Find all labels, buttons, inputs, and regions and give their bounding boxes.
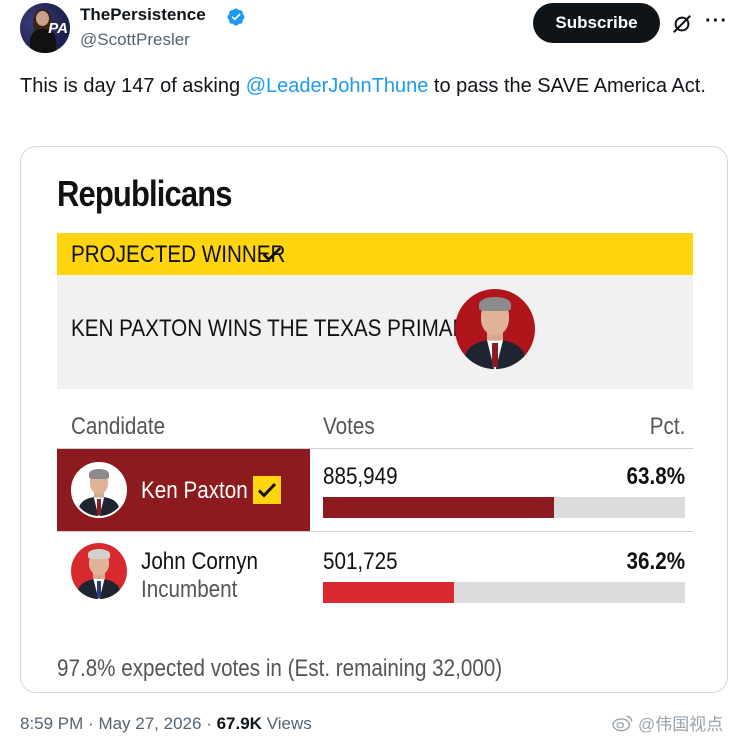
watermark-text: @伟国视点: [638, 715, 724, 734]
projected-winner-banner: PROJECTED WINNER: [57, 233, 693, 275]
winner-portrait: [455, 289, 535, 369]
checkmark-icon: [262, 247, 282, 262]
more-options-icon[interactable]: ···: [705, 10, 728, 32]
winner-headline: KEN PAXTON WINS THE TEXAS PRIMARY: [71, 315, 481, 342]
candidate-portrait: [71, 462, 127, 518]
author-handle[interactable]: @ScottPresler: [80, 30, 190, 49]
tweet-text-before: This is day 147 of asking: [20, 75, 246, 97]
row-divider: [57, 531, 693, 532]
winner-headline-box: KEN PAXTON WINS THE TEXAS PRIMARY: [57, 275, 693, 389]
vote-bar-track: [323, 497, 685, 518]
column-header-candidate: Candidate: [71, 413, 166, 440]
winner-check-icon: [253, 476, 281, 504]
candidate-votes: 501,725: [323, 548, 398, 575]
winner-candidate-cell: Ken Paxton: [57, 449, 310, 531]
avatar-person: [30, 9, 56, 53]
candidate-name: John Cornyn: [141, 548, 259, 575]
projected-winner-label: PROJECTED WINNER: [71, 241, 286, 268]
avatar-logo-text: PA: [48, 20, 68, 37]
grok-icon[interactable]: [671, 13, 693, 35]
vote-bar-fill: [323, 497, 554, 518]
tweet-meta: 8:59 PM · May 27, 2026 · 67.9K Views: [20, 714, 312, 734]
verified-badge-icon: [227, 8, 245, 26]
tweet-date[interactable]: May 27, 2026: [98, 714, 202, 733]
author-name[interactable]: ThePersistence: [80, 5, 206, 24]
tweet-time[interactable]: 8:59 PM: [20, 714, 84, 733]
mention-link[interactable]: @LeaderJohnThune: [245, 75, 429, 97]
vote-bar-track: [323, 582, 685, 603]
candidate-status: Incumbent: [141, 576, 238, 603]
candidate-votes: 885,949: [323, 463, 398, 490]
views-label: Views: [266, 714, 312, 733]
column-header-pct: Pct.: [649, 413, 685, 440]
candidate-pct: 63.8%: [626, 463, 685, 490]
watermark: @伟国视点: [612, 710, 723, 735]
expected-votes-note: 97.8% expected votes in (Est. remaining …: [57, 655, 503, 682]
vote-bar-fill: [323, 582, 455, 603]
subscribe-button[interactable]: Subscribe: [533, 3, 660, 43]
tweet-text: This is day 147 of asking @LeaderJohnThu…: [20, 72, 720, 101]
meta-separator: ·: [206, 714, 217, 733]
author-avatar[interactable]: PA: [20, 3, 70, 53]
weibo-icon: [612, 715, 633, 731]
views-count: 67.9K: [216, 714, 262, 733]
row-divider: [57, 448, 693, 449]
candidate-name: Ken Paxton: [141, 477, 248, 504]
card-title: Republicans: [57, 173, 232, 214]
candidate-portrait: [71, 543, 127, 599]
media-card[interactable]: Republicans PROJECTED WINNER KEN PAXTON …: [20, 146, 728, 693]
column-header-votes: Votes: [323, 413, 375, 440]
meta-separator: ·: [88, 714, 99, 733]
tweet-text-after: to pass the SAVE America Act.: [428, 75, 706, 97]
candidate-pct: 36.2%: [626, 548, 685, 575]
